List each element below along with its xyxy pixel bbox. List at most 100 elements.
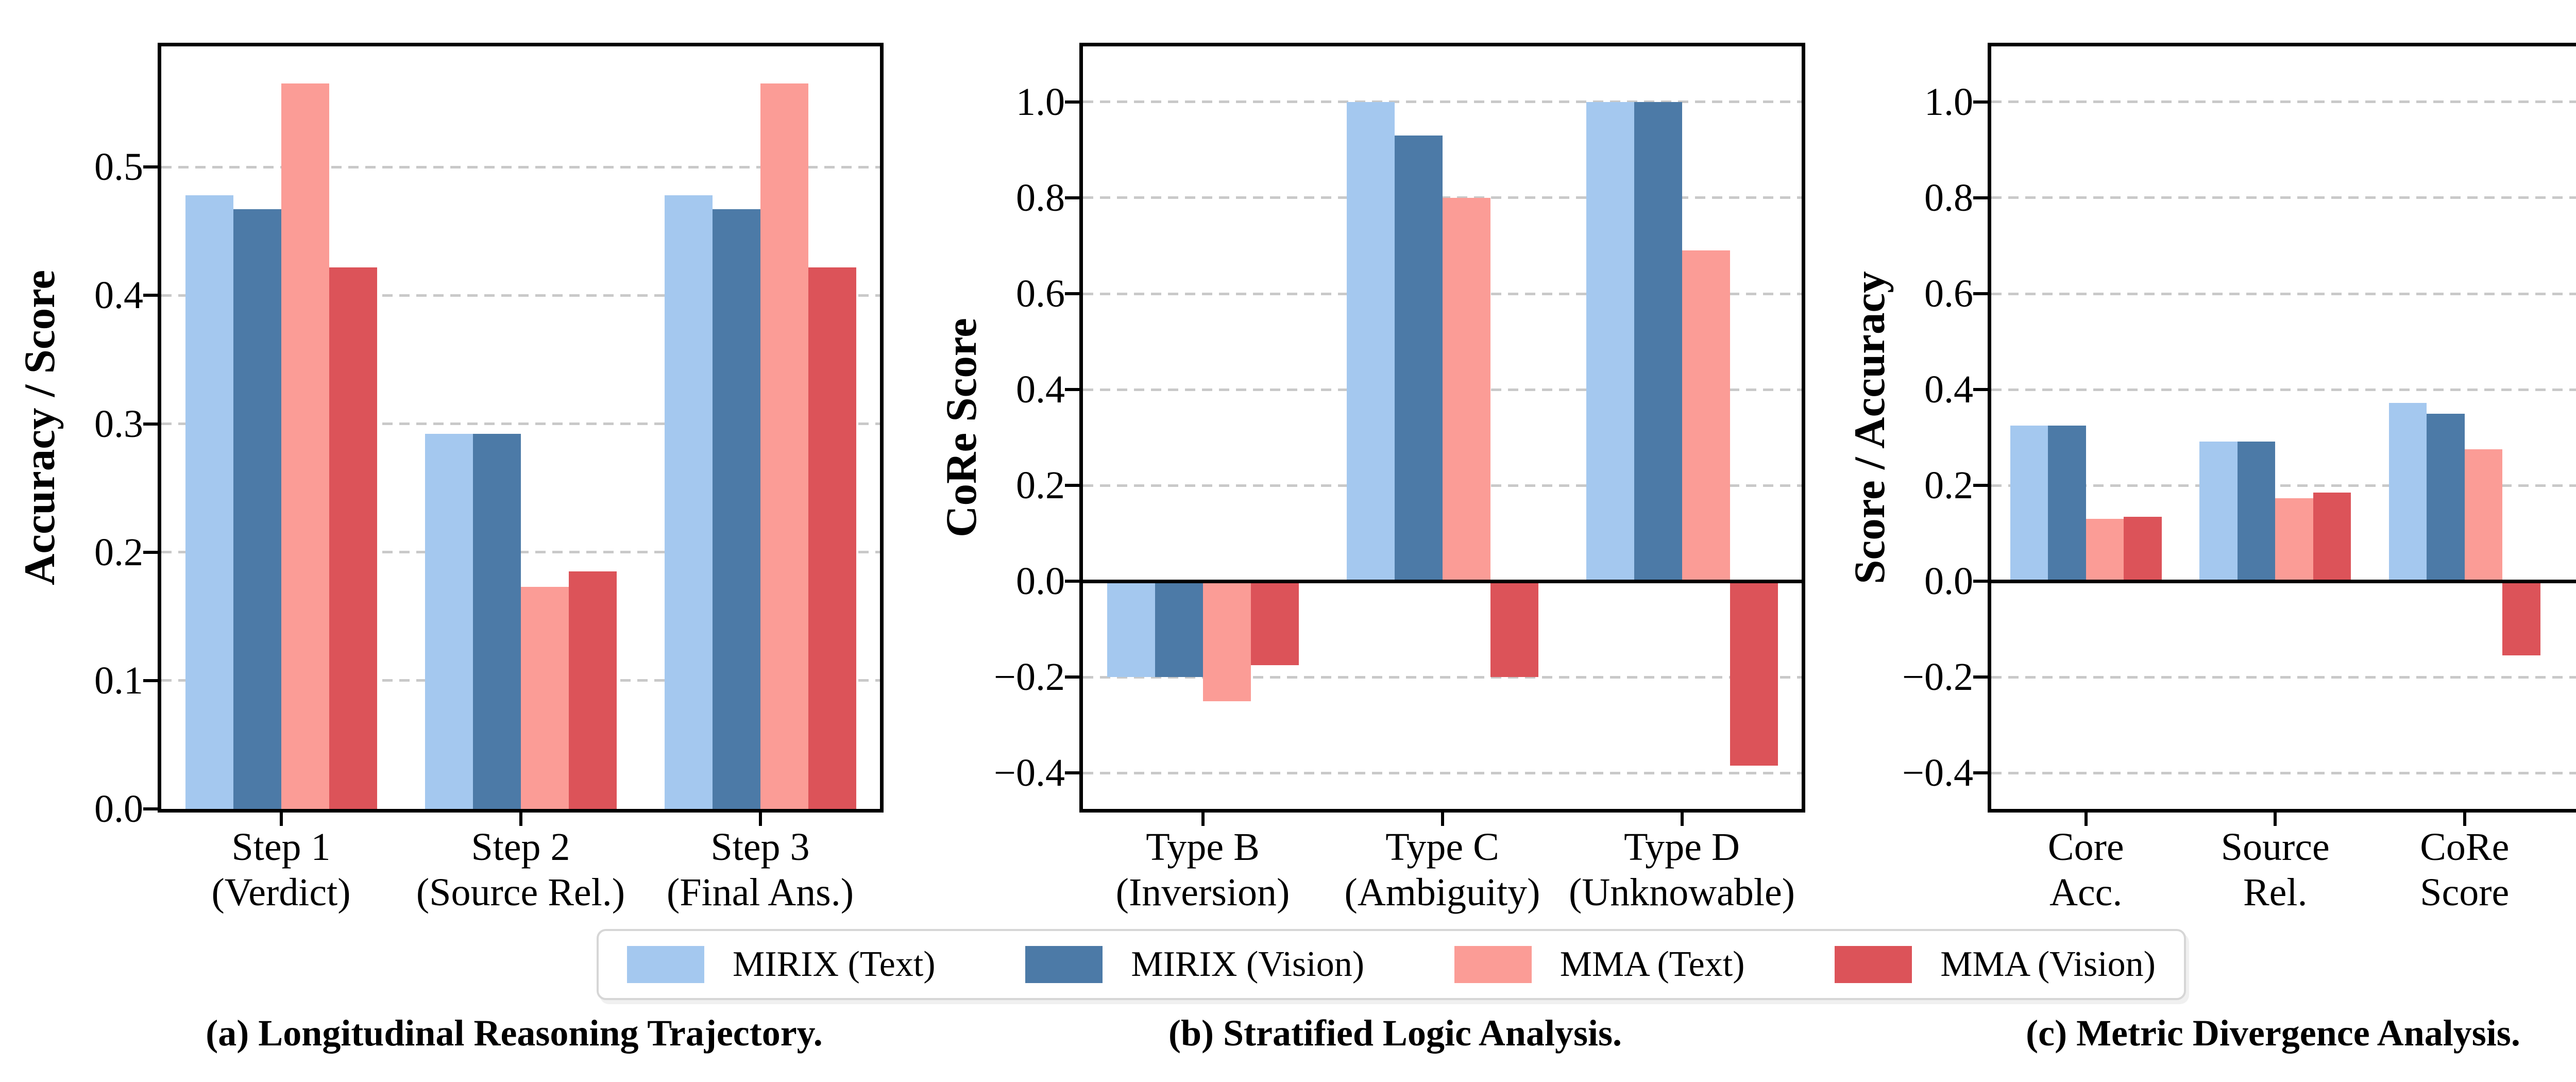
bar-b-MIRIX (Vision)-3 bbox=[1634, 102, 1682, 582]
gridline-0.4 bbox=[1991, 388, 2576, 391]
y-tick-mark bbox=[1973, 292, 1988, 295]
y-tick-mark bbox=[143, 422, 158, 426]
bar-b-MMA (Text)-3 bbox=[1682, 250, 1730, 582]
x-category-label-line: Type D bbox=[1624, 825, 1740, 869]
caption-a: (a) Longitudinal Reasoning Trajectory. bbox=[206, 1012, 823, 1054]
x-category-label-line: Score bbox=[2458, 870, 2576, 915]
bar-c-MMA (Text)-2 bbox=[2275, 498, 2313, 582]
y-tick-label-b: 0.0 bbox=[1016, 560, 1065, 603]
x-category-label-c-1: Core Acc. bbox=[1890, 824, 2282, 915]
y-tick-mark bbox=[1973, 580, 1988, 583]
y-tick-label-c: 0.6 bbox=[1924, 272, 1973, 315]
y-tick-mark bbox=[1973, 100, 1988, 104]
gridline-0.6 bbox=[1991, 292, 2576, 295]
bar-c-MIRIX (Vision)-3 bbox=[2427, 413, 2465, 582]
legend-label: MIRIX (Vision) bbox=[1131, 944, 1365, 984]
y-tick-label-a: 0.5 bbox=[94, 145, 143, 189]
y-tick-mark bbox=[1065, 771, 1079, 775]
bar-a-MIRIX (Vision)-2 bbox=[472, 434, 521, 809]
y-tick-label-c: −0.4 bbox=[1902, 751, 1973, 795]
gridline-0.2 bbox=[1991, 484, 2576, 487]
bar-c-MMA (Vision)-2 bbox=[2313, 493, 2351, 582]
gridline-1.0 bbox=[1991, 100, 2576, 104]
bar-c-MMA (Vision)-3 bbox=[2502, 581, 2540, 656]
x-category-label-line: (Source Rel.) bbox=[416, 871, 625, 914]
bar-c-MIRIX (Vision)-1 bbox=[2048, 425, 2086, 582]
x-category-label-line: (Inversion) bbox=[1115, 871, 1290, 914]
y-tick-mark bbox=[143, 550, 158, 554]
bar-c-MMA (Vision)-1 bbox=[2124, 516, 2162, 582]
y-tick-label-a: 0.1 bbox=[94, 658, 143, 702]
x-category-label-line: Step 1 bbox=[231, 825, 331, 869]
y-tick-mark bbox=[1973, 196, 1988, 199]
x-category-label-line: Acc. bbox=[2049, 871, 2123, 914]
bar-a-MIRIX (Vision)-1 bbox=[233, 209, 281, 809]
plot-area-b bbox=[1079, 43, 1805, 813]
y-axis-label-c: Score / Accuracy bbox=[1845, 271, 1894, 584]
zero-axis-line bbox=[1083, 579, 1802, 583]
x-category-label-b-2: Type C (Ambiguity) bbox=[1247, 824, 1638, 915]
x-category-label-line: Type D bbox=[2458, 824, 2576, 870]
bar-c-MIRIX (Vision)-2 bbox=[2237, 441, 2276, 582]
caption-c: (c) Metric Divergence Analysis. bbox=[2026, 1012, 2520, 1054]
legend-swatch-mirix-text-icon bbox=[627, 946, 704, 983]
bar-a-MMA (Text)-1 bbox=[281, 83, 329, 809]
legend-item-mirix-vision: MIRIX (Vision) bbox=[1025, 944, 1364, 985]
y-tick-label-b: −0.2 bbox=[994, 655, 1065, 699]
bar-b-MIRIX (Vision)-2 bbox=[1394, 136, 1443, 582]
y-tick-label-c: 0.4 bbox=[1924, 368, 1973, 412]
legend-label: MMA (Text) bbox=[1560, 944, 1745, 984]
y-tick-mark bbox=[143, 294, 158, 297]
x-tick-mark bbox=[1440, 813, 1444, 826]
legend-item-mma-vision: MMA (Vision) bbox=[1835, 944, 2156, 985]
y-tick-mark bbox=[1065, 388, 1079, 392]
y-tick-label-a: 0.3 bbox=[94, 402, 143, 446]
legend-label: MMA (Vision) bbox=[1940, 944, 2156, 984]
y-tick-mark bbox=[143, 807, 158, 810]
x-category-label-line: Rel. bbox=[2243, 871, 2308, 914]
bar-a-MMA (Text)-2 bbox=[520, 586, 569, 809]
y-tick-label-b: 0.6 bbox=[1016, 272, 1065, 315]
x-category-label-c-2: Source Rel. bbox=[2079, 824, 2471, 915]
bar-a-MMA (Vision)-3 bbox=[808, 267, 856, 809]
y-tick-label-a: 0.2 bbox=[94, 530, 143, 574]
gridline-−0.4 bbox=[1991, 771, 2576, 774]
y-tick-label-b: 0.8 bbox=[1016, 176, 1065, 219]
x-tick-mark bbox=[2463, 813, 2466, 826]
x-category-label-line: (Unknowable) bbox=[1569, 871, 1795, 914]
legend-swatch-mirix-vision-icon bbox=[1025, 946, 1103, 983]
x-tick-mark bbox=[1680, 813, 1684, 826]
x-tick-mark bbox=[2274, 813, 2277, 826]
bar-a-MMA (Vision)-1 bbox=[329, 267, 377, 809]
y-tick-mark bbox=[1065, 196, 1079, 199]
gridline-−0.2 bbox=[1991, 675, 2576, 679]
bar-b-MMA (Vision)-3 bbox=[1730, 581, 1778, 766]
x-category-label-line: Step 3 bbox=[710, 825, 810, 869]
x-category-label-c-4: Type DScore bbox=[2458, 824, 2576, 915]
x-tick-mark bbox=[758, 813, 762, 826]
bar-c-MIRIX (Text)-3 bbox=[2388, 403, 2427, 582]
y-tick-mark bbox=[1065, 100, 1079, 104]
x-category-label-b-1: Type B (Inversion) bbox=[1007, 824, 1399, 915]
x-category-label-line: (Final Ans.) bbox=[666, 871, 854, 914]
x-category-label-line: CoRe bbox=[2420, 825, 2510, 869]
gridline-0.8 bbox=[1991, 196, 2576, 199]
x-category-label-a-2: Step 2 (Source Rel.) bbox=[325, 824, 717, 915]
bar-b-MIRIX (Text)-3 bbox=[1586, 102, 1634, 582]
x-tick-mark bbox=[2084, 813, 2088, 826]
legend-swatch-mma-vision-icon bbox=[1835, 946, 1912, 983]
y-tick-label-a: 0.4 bbox=[94, 274, 143, 317]
bar-a-MMA (Text)-3 bbox=[760, 83, 808, 809]
plot-area-a bbox=[158, 43, 884, 813]
y-tick-mark bbox=[143, 679, 158, 682]
bar-a-MIRIX (Vision)-3 bbox=[712, 209, 760, 809]
legend-label: MIRIX (Text) bbox=[733, 944, 936, 984]
y-tick-mark bbox=[1065, 675, 1079, 679]
x-tick-mark bbox=[1201, 813, 1205, 826]
bar-a-MIRIX (Text)-2 bbox=[425, 434, 473, 809]
x-category-label-line: Step 2 bbox=[471, 825, 570, 869]
y-tick-mark bbox=[1973, 675, 1988, 679]
caption-b: (b) Stratified Logic Analysis. bbox=[1168, 1012, 1622, 1054]
bar-b-MMA (Vision)-1 bbox=[1250, 581, 1299, 665]
bar-a-MIRIX (Text)-1 bbox=[185, 195, 233, 809]
